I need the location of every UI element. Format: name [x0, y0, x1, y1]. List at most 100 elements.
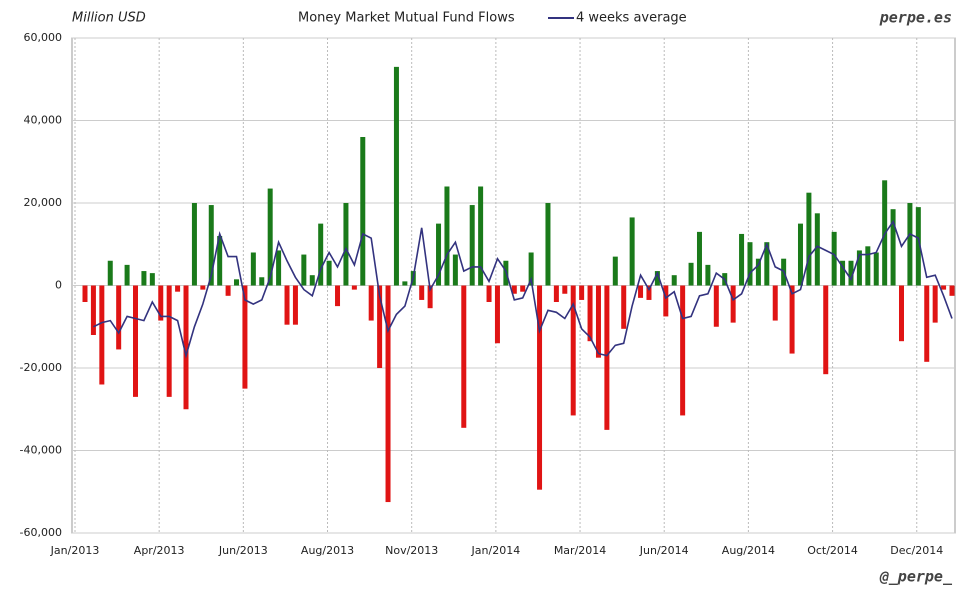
- bar: [915, 207, 921, 286]
- bar: [898, 285, 904, 342]
- bar: [680, 285, 686, 416]
- chart-title: Money Market Mutual Fund Flows: [298, 11, 515, 26]
- bar: [478, 186, 484, 286]
- bar: [739, 233, 745, 286]
- bar: [107, 260, 113, 286]
- bar: [629, 217, 635, 286]
- bar: [873, 252, 879, 286]
- bar: [343, 203, 349, 286]
- bar: [208, 205, 214, 286]
- bar: [528, 252, 534, 286]
- bar: [747, 242, 753, 286]
- bar: [183, 285, 189, 410]
- y-tick-label: 60,000: [24, 31, 63, 44]
- y-axis-label: Million USD: [72, 11, 146, 26]
- bar: [191, 203, 197, 286]
- bar: [688, 262, 694, 286]
- bar: [924, 285, 930, 362]
- bar: [175, 285, 181, 292]
- x-tick-label: Jan/2013: [50, 544, 100, 557]
- bar: [158, 285, 164, 321]
- bar: [99, 285, 105, 385]
- bar: [494, 285, 500, 344]
- bar: [713, 285, 719, 327]
- bar: [326, 260, 332, 286]
- bar: [284, 285, 290, 325]
- bar: [259, 277, 265, 286]
- bar: [393, 66, 399, 286]
- average-line: [93, 219, 953, 359]
- bar: [217, 236, 223, 286]
- bar: [385, 285, 391, 503]
- bar: [907, 203, 913, 286]
- source: perpe.es: [879, 9, 952, 27]
- bar: [814, 213, 820, 286]
- bar: [806, 192, 812, 286]
- bar: [267, 188, 273, 286]
- bar: [335, 285, 341, 307]
- bar: [890, 209, 896, 286]
- bar: [461, 285, 467, 428]
- bar: [309, 275, 315, 286]
- bar: [133, 285, 139, 397]
- bar: [520, 285, 526, 292]
- x-tick-label: Nov/2013: [385, 544, 438, 557]
- bar: [368, 285, 374, 321]
- y-tick-label: 40,000: [24, 114, 63, 127]
- bar: [511, 285, 517, 294]
- bar: [831, 231, 837, 286]
- y-tick-label: 0: [55, 279, 62, 292]
- x-tick-label: Apr/2013: [134, 544, 185, 557]
- bar: [570, 285, 576, 416]
- bar: [452, 254, 458, 286]
- bar: [242, 285, 248, 389]
- bar: [696, 231, 702, 286]
- bar: [166, 285, 172, 397]
- bar: [638, 285, 644, 298]
- bar: [250, 252, 256, 286]
- x-tick-label: Jan/2014: [471, 544, 521, 557]
- x-tick-label: Dec/2014: [890, 544, 943, 557]
- bar: [621, 285, 627, 329]
- bar: [116, 285, 122, 350]
- bar: [200, 285, 206, 290]
- bar: [276, 250, 282, 286]
- bar: [234, 279, 240, 286]
- bar: [225, 285, 231, 296]
- bar: [444, 186, 450, 286]
- bar: [856, 250, 862, 286]
- bar: [865, 246, 871, 286]
- y-tick-label: -60,000: [20, 526, 62, 539]
- bar: [486, 285, 492, 302]
- credit: @_perpe_: [879, 568, 953, 586]
- bar: [301, 254, 307, 286]
- bar: [848, 260, 854, 286]
- bar: [553, 285, 559, 302]
- x-tick-label: Aug/2013: [301, 544, 354, 557]
- y-tick-label: -40,000: [20, 444, 62, 457]
- bar: [537, 285, 543, 490]
- bar: [545, 203, 551, 286]
- bar: [419, 285, 425, 300]
- x-tick-label: Jun/2013: [218, 544, 268, 557]
- bar: [612, 256, 618, 286]
- bar: [604, 285, 610, 430]
- bar: [764, 242, 770, 286]
- bar: [705, 264, 711, 286]
- bar: [141, 271, 147, 286]
- bar: [292, 285, 298, 325]
- x-tick-label: Oct/2014: [807, 544, 858, 557]
- bar: [351, 285, 357, 290]
- bar: [646, 285, 652, 300]
- y-tick-label: -20,000: [20, 361, 62, 374]
- bar: [427, 285, 433, 309]
- bar: [90, 285, 96, 335]
- bar: [772, 285, 778, 321]
- bar: [360, 137, 366, 286]
- bar: [377, 285, 383, 368]
- bar: [124, 264, 130, 286]
- bar: [587, 285, 593, 342]
- bar: [755, 258, 761, 286]
- x-tick-label: Mar/2014: [554, 544, 606, 557]
- bar: [654, 271, 660, 286]
